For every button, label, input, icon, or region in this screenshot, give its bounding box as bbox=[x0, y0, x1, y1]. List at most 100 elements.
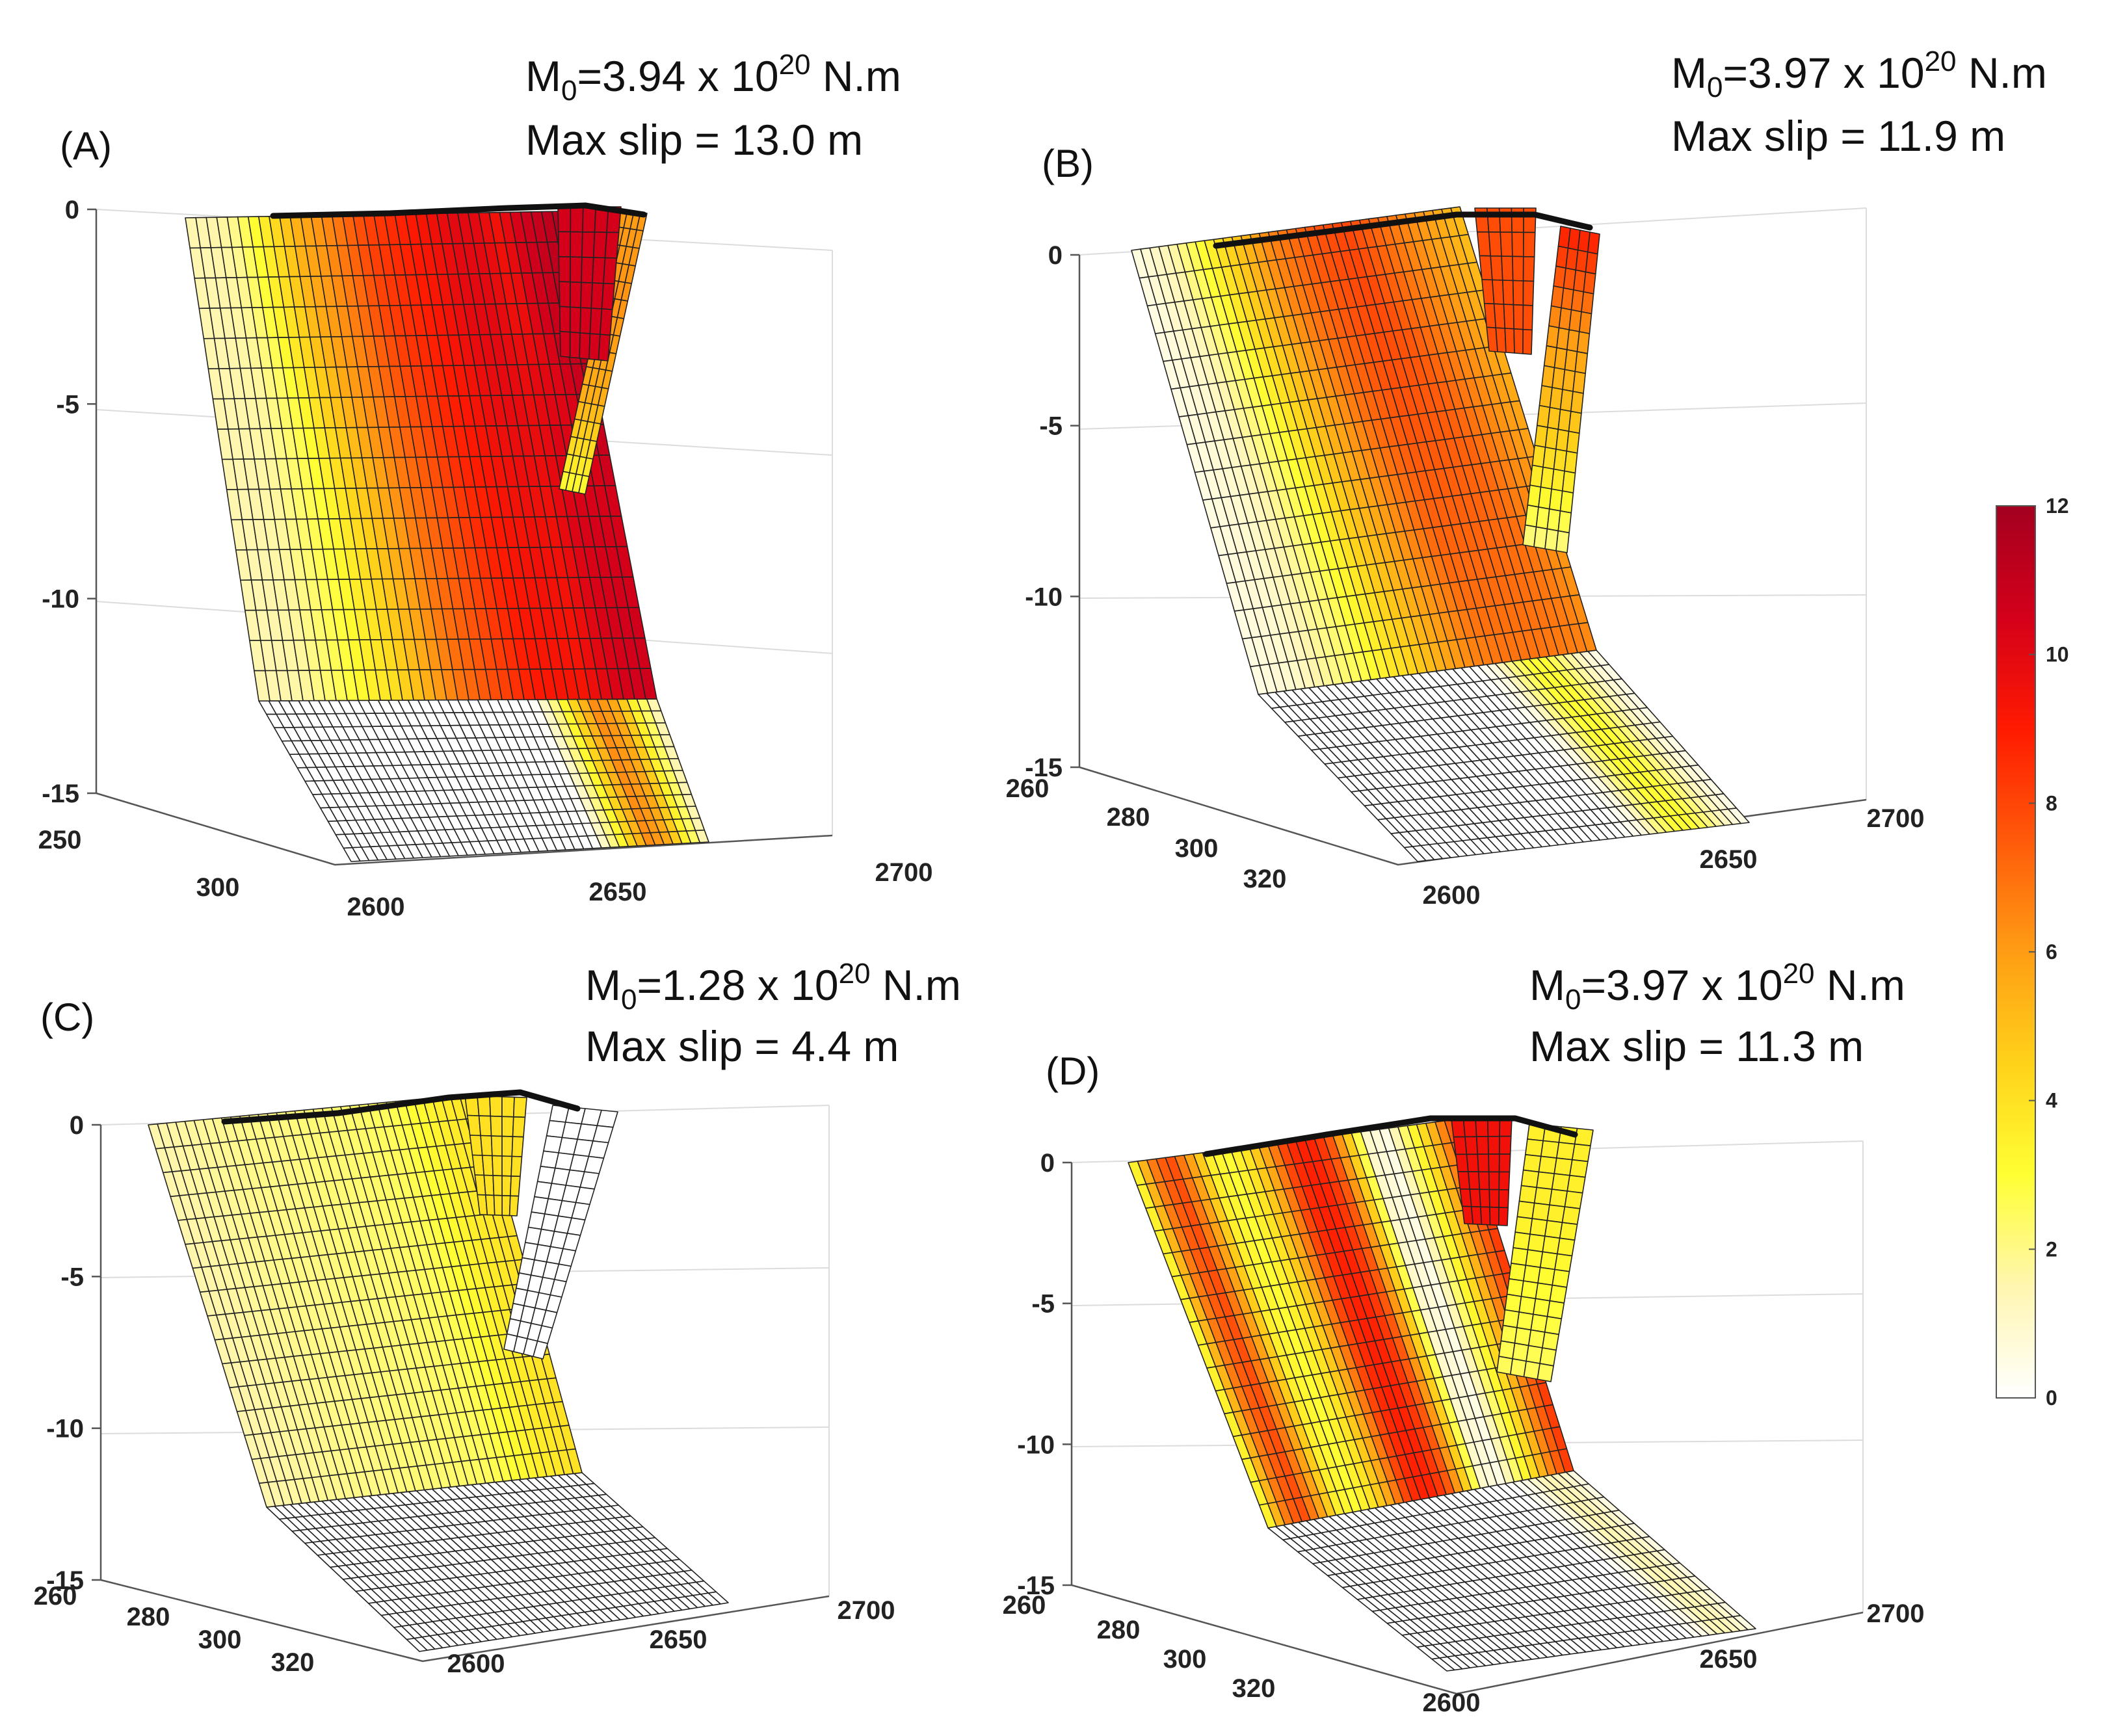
panel-c-z-tick-label: -10 bbox=[46, 1415, 84, 1443]
panel-d-secondary-cell bbox=[1498, 1340, 1516, 1360]
panel-b-x-tick-label: 280 bbox=[1107, 803, 1150, 832]
panel-b-moment-unit: N.m bbox=[1957, 49, 2047, 97]
panel-d-secondary-cell bbox=[1533, 1187, 1553, 1205]
panel-d-secondary-cell bbox=[1511, 1247, 1529, 1266]
panel-c-moment: M0=1.28 x 1020 N.m bbox=[585, 958, 961, 1016]
panel-d-secondary-cell bbox=[1516, 1200, 1535, 1219]
panel-d-moment-value: =3.97 x 10 bbox=[1581, 961, 1782, 1009]
panel-b-secondary-cell bbox=[1579, 311, 1592, 334]
panel-a-branch-cell bbox=[579, 332, 591, 360]
panel-c-branch-cell bbox=[489, 1096, 503, 1117]
panel-d-moment: M0=3.97 x 1020 N.m bbox=[1529, 958, 1905, 1016]
panel-c-branch-cell bbox=[501, 1096, 515, 1118]
panel-b-secondary-cell bbox=[1568, 410, 1582, 434]
panel-d-secondary-cell bbox=[1540, 1140, 1560, 1159]
panel-b-secondary-fault bbox=[1522, 226, 1600, 553]
panel-c-branch-cell bbox=[481, 1155, 494, 1176]
panel-b-flat-cell bbox=[1727, 808, 1750, 824]
panel-b-moment: M0=3.97 x 1020 N.m bbox=[1671, 46, 2047, 103]
panel-c-x-tick-label: 260 bbox=[34, 1582, 77, 1611]
panel-b-branch-cell bbox=[1523, 231, 1536, 257]
panel-d-branch-cell bbox=[1464, 1136, 1479, 1155]
panel-a-secondary-cell bbox=[578, 475, 590, 495]
panel-a: (A) M0=3.94 x 1020 N.m Max slip = 13.0 m… bbox=[38, 49, 933, 921]
panel-d-secondary-cell bbox=[1553, 1157, 1573, 1176]
panel-b-branch-cell bbox=[1513, 328, 1524, 354]
panel-d-x-tick-label: 300 bbox=[1163, 1645, 1207, 1674]
panel-a-moment-value: =3.94 x 10 bbox=[577, 52, 778, 100]
panel-b-z-tick-label: -10 bbox=[1025, 583, 1063, 611]
panel-d-secondary-cell bbox=[1572, 1143, 1591, 1163]
panel-c-x-tick-label: 280 bbox=[127, 1603, 170, 1631]
panel-d-secondary-cell bbox=[1549, 1284, 1568, 1304]
panel-a-flat-segment bbox=[258, 698, 709, 862]
panel-d-secondary-cell bbox=[1544, 1220, 1563, 1239]
panel-a-branch-cell bbox=[592, 257, 606, 284]
colorbar-tick-label: 0 bbox=[2046, 1386, 2057, 1410]
panel-a-z-tick-label: -10 bbox=[42, 585, 79, 614]
panel-d-secondary-cell bbox=[1509, 1263, 1527, 1282]
panel-d-secondary-cell bbox=[1537, 1363, 1554, 1382]
panel-c-branch-cell bbox=[483, 1174, 495, 1196]
panel-b-secondary-cell bbox=[1585, 251, 1598, 275]
panel-c-branch-cell bbox=[501, 1116, 514, 1137]
panel-a-branch-cell bbox=[581, 231, 596, 258]
panel-b-moment-symbol: M bbox=[1671, 49, 1707, 97]
colorbar-tick-label: 10 bbox=[2046, 643, 2069, 666]
panel-a-branch-cell bbox=[559, 330, 571, 358]
panel-c-branch-cell bbox=[493, 1194, 503, 1216]
panel-c-moment-subscript: 0 bbox=[621, 984, 637, 1016]
panel-b-secondary-cell bbox=[1570, 391, 1584, 414]
panel-a-floor-axes bbox=[96, 792, 833, 866]
panel-c-secondary-cell bbox=[596, 1109, 618, 1128]
panel-a-main-cell bbox=[639, 668, 657, 700]
panel-d-secondary-cell bbox=[1523, 1265, 1541, 1284]
panel-a-main-fault bbox=[185, 211, 657, 702]
panel-b-branch-cell bbox=[1492, 279, 1505, 305]
panel-a-moment-exponent: 20 bbox=[779, 49, 811, 81]
panel-d-branch-cell bbox=[1475, 1136, 1489, 1155]
panel-d-branch-cell bbox=[1488, 1153, 1500, 1173]
panel-b-branch-cell bbox=[1512, 280, 1524, 306]
panel-b-secondary-cell bbox=[1583, 271, 1596, 295]
panel-a-branch-cell bbox=[570, 256, 583, 283]
panel-d-branch-cell bbox=[1469, 1189, 1481, 1207]
panel-a-label: (A) bbox=[60, 124, 112, 168]
panel-a-moment-subscript: 0 bbox=[561, 75, 577, 107]
panel-d-branch-cell bbox=[1498, 1207, 1509, 1226]
panel-a-flat-cell bbox=[694, 829, 709, 843]
panel-b-x-tick-label: 260 bbox=[1006, 774, 1050, 803]
panel-b-y-tick-label: 2650 bbox=[1700, 845, 1758, 874]
panel-a-branch-cell bbox=[570, 281, 582, 309]
panel-d-secondary-cell bbox=[1513, 1231, 1531, 1250]
panel-d-branch-cell bbox=[1475, 1118, 1489, 1137]
panel-b-branch-cell bbox=[1512, 256, 1524, 282]
panel-c-branch-cell bbox=[511, 1136, 524, 1157]
panel-c-moment-value: =1.28 x 10 bbox=[637, 961, 838, 1009]
panel-d-z-tick-label: -5 bbox=[1031, 1290, 1055, 1319]
panel-b-moment-exponent: 20 bbox=[1925, 46, 1957, 77]
panel-b-x-tick-label: 320 bbox=[1243, 865, 1287, 893]
panel-c-branch-cell bbox=[477, 1095, 492, 1117]
panel-b-branch-cell bbox=[1511, 231, 1524, 257]
panel-c-moment-unit: N.m bbox=[871, 961, 961, 1009]
panel-a-x-tick-label: 250 bbox=[38, 826, 82, 854]
panel-a-branch-cell bbox=[581, 256, 594, 283]
panel-a-branch-cell bbox=[601, 282, 615, 310]
panel-d-secondary-cell bbox=[1500, 1324, 1518, 1344]
panel-d-secondary-fault bbox=[1496, 1123, 1594, 1382]
panel-b-branch-cell bbox=[1501, 256, 1514, 282]
panel-a-upper-branch bbox=[557, 206, 622, 362]
panel-b-flat-segment bbox=[1258, 650, 1750, 862]
panel-b-branch-cell bbox=[1522, 256, 1535, 282]
panel-c-max-slip: Max slip = 4.4 m bbox=[585, 1022, 899, 1070]
panel-b-moment-subscript: 0 bbox=[1707, 72, 1723, 103]
panel-d-secondary-cell bbox=[1566, 1175, 1586, 1194]
panel-a-branch-cell bbox=[603, 257, 618, 285]
panel-a-branch-cell bbox=[604, 231, 620, 259]
panel-d-fault-surfaces bbox=[1128, 1118, 1756, 1672]
